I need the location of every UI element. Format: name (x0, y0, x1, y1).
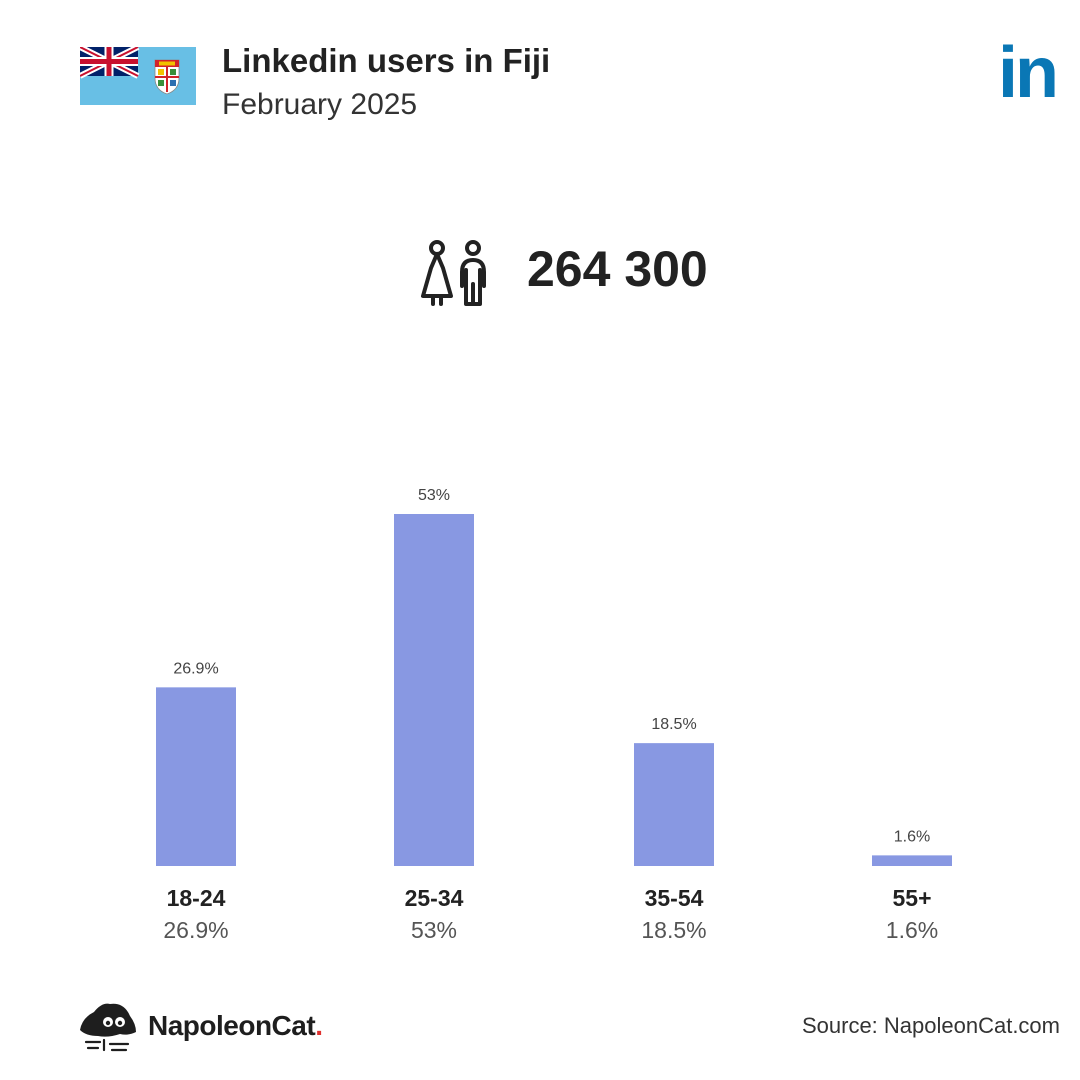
category-label: 25-34 (405, 885, 464, 911)
linkedin-logo-icon: in (998, 44, 1059, 104)
bar-chart-svg: 26.9% 18-24 26.9% 53% 25-34 53% 18.5% 35-54 18.5… (156, 487, 952, 943)
bar-55+ (872, 855, 952, 866)
fiji-flag (80, 47, 196, 105)
total-users-value: 264 300 (527, 241, 708, 297)
bar-value-label: 1.6% (894, 828, 930, 845)
category-label: 35-54 (645, 885, 704, 911)
union-jack-canton (80, 47, 140, 79)
bar-value-label: 26.9% (173, 660, 218, 677)
logo-dot: . (315, 1010, 323, 1041)
category-percent: 18.5% (641, 917, 706, 943)
napoleoncat-logo: NapoleonCat. (78, 1000, 338, 1056)
category-percent: 26.9% (163, 917, 228, 943)
bar-18-24 (156, 687, 236, 866)
category-label: 18-24 (167, 885, 226, 911)
logo-wordmark: NapoleonCat (148, 1010, 316, 1041)
napoleoncat-logo-icon (80, 1003, 136, 1052)
category-label: 55+ (892, 885, 931, 911)
bar-25-34 (394, 514, 474, 866)
fiji-shield (154, 59, 180, 95)
source-credit: Source: NapoleonCat.com (801, 1013, 1060, 1038)
age-distribution-chart: 26.9% 18-24 26.9% 53% 25-34 53% 18.5% 35-54 18.5… (0, 460, 1080, 960)
napoleoncat-logo-text: NapoleonCat. (148, 1010, 323, 1042)
bar-35-54 (634, 743, 714, 866)
bar-value-label: 53% (418, 487, 450, 504)
category-percent: 53% (411, 917, 457, 943)
page-subtitle: February 2025 (222, 88, 418, 121)
category-percent: 1.6% (886, 917, 938, 943)
bar-value-label: 18.5% (651, 716, 696, 733)
users-icon (421, 240, 486, 306)
total-users: 264 300 (0, 232, 1080, 312)
page-title: Linkedin users in Fiji (222, 42, 551, 79)
